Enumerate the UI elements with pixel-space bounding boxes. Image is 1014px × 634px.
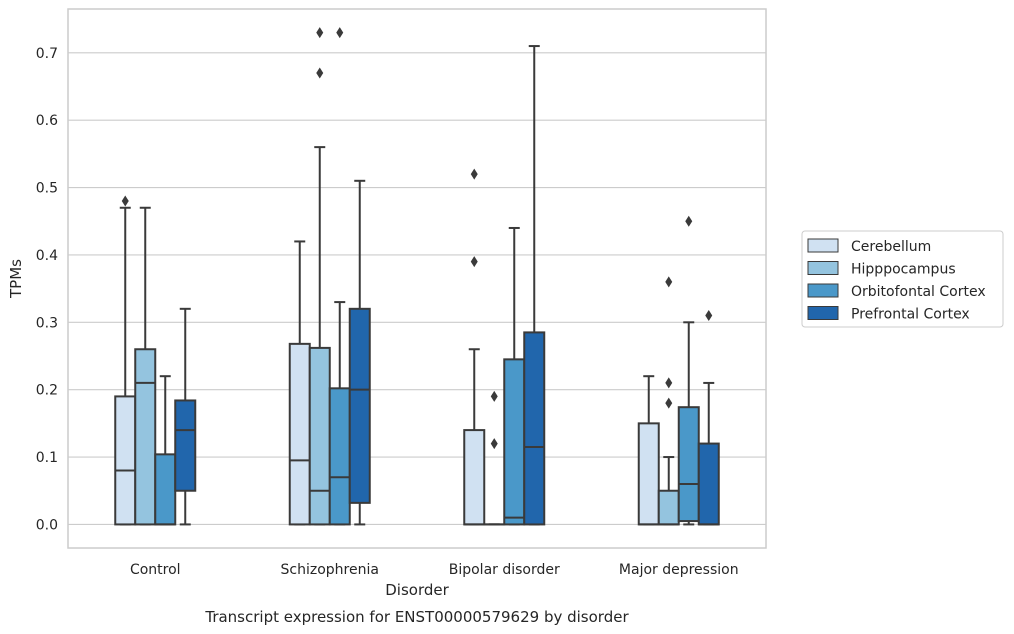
outlier-point bbox=[316, 67, 324, 79]
x-tick-label: Schizophrenia bbox=[281, 562, 379, 578]
outlier-point bbox=[685, 215, 693, 227]
box-2-2 bbox=[503, 226, 526, 526]
box-1-3 bbox=[657, 276, 680, 526]
box-iqr bbox=[174, 399, 197, 492]
x-tick-label: Major depression bbox=[619, 562, 739, 578]
legend-label: Hipppocampus bbox=[851, 262, 956, 278]
outlier-point bbox=[470, 256, 478, 268]
box-3-0 bbox=[174, 307, 197, 526]
box-iqr bbox=[637, 422, 660, 526]
y-tick-label: 0.2 bbox=[36, 383, 58, 399]
box-iqr bbox=[308, 346, 331, 526]
y-tick-label: 0.0 bbox=[36, 517, 58, 533]
box-0-0 bbox=[114, 195, 137, 526]
box-0-3 bbox=[637, 375, 660, 526]
outlier-point bbox=[316, 27, 324, 39]
box-2-1 bbox=[328, 27, 351, 526]
legend-label: Orbitofontal Cortex bbox=[851, 284, 986, 300]
legend-label: Cerebellum bbox=[851, 239, 931, 255]
box-3-3 bbox=[697, 310, 720, 526]
x-tick-label: Bipolar disorder bbox=[449, 562, 560, 578]
outlier-point bbox=[336, 27, 344, 39]
y-tick-label: 0.6 bbox=[36, 113, 58, 129]
y-axis-label: TPMs bbox=[7, 259, 25, 299]
x-tick-label: Control bbox=[130, 562, 181, 578]
legend-label: Prefrontal Cortex bbox=[851, 307, 970, 323]
box-3-2 bbox=[523, 45, 546, 526]
box-iqr bbox=[677, 406, 700, 523]
box-iqr bbox=[657, 489, 680, 526]
y-tick-label: 0.1 bbox=[36, 450, 58, 466]
chart-caption: Transcript expression for ENST0000057962… bbox=[204, 608, 629, 626]
plot-frame bbox=[67, 8, 767, 549]
box-1-2 bbox=[483, 390, 506, 526]
box-iqr bbox=[328, 387, 351, 526]
y-tick-label: 0.4 bbox=[36, 248, 58, 264]
box-iqr bbox=[154, 453, 177, 526]
outlier-point bbox=[665, 377, 673, 389]
box-iqr bbox=[697, 442, 720, 526]
x-axis-label: Disorder bbox=[385, 581, 449, 599]
box-1-1 bbox=[308, 27, 331, 526]
outlier-point bbox=[121, 195, 129, 207]
outlier-point bbox=[665, 397, 673, 409]
boxes bbox=[114, 27, 720, 526]
y-tick-label: 0.7 bbox=[36, 46, 58, 62]
box-1-0 bbox=[134, 206, 157, 526]
box-3-1 bbox=[348, 179, 371, 526]
outlier-point bbox=[705, 310, 713, 322]
box-2-3 bbox=[677, 215, 700, 526]
outlier-point bbox=[665, 276, 673, 288]
legend-swatch bbox=[807, 283, 839, 298]
legend-swatch bbox=[807, 261, 839, 275]
box-iqr bbox=[134, 348, 157, 526]
outlier-point bbox=[490, 390, 498, 402]
box-0-1 bbox=[288, 240, 311, 526]
box-iqr bbox=[348, 307, 371, 504]
legend: Cerebellum Hipppocampus Orbitofontal Corte… bbox=[801, 230, 1004, 328]
legend-frame bbox=[801, 230, 1004, 328]
legend-swatch bbox=[807, 306, 839, 320]
y-tick-label: 0.3 bbox=[36, 315, 58, 331]
box-iqr bbox=[463, 429, 486, 526]
legend-swatch bbox=[807, 238, 839, 253]
box-2-0 bbox=[154, 375, 177, 526]
outlier-point bbox=[470, 168, 478, 180]
y-tick-labels: 0.0 0.1 0.2 0.3 0.4 0.5 0.6 0.7 bbox=[36, 46, 58, 534]
box-0-2 bbox=[463, 168, 486, 526]
box-iqr bbox=[288, 342, 311, 526]
y-tick-label: 0.5 bbox=[36, 181, 58, 197]
box-iqr bbox=[114, 395, 137, 526]
x-tick-labels: Control Schizophrenia Bipolar disorder Majo… bbox=[130, 562, 739, 578]
box-iqr bbox=[523, 331, 546, 526]
box-iqr bbox=[503, 358, 526, 526]
outlier-point bbox=[490, 438, 498, 450]
